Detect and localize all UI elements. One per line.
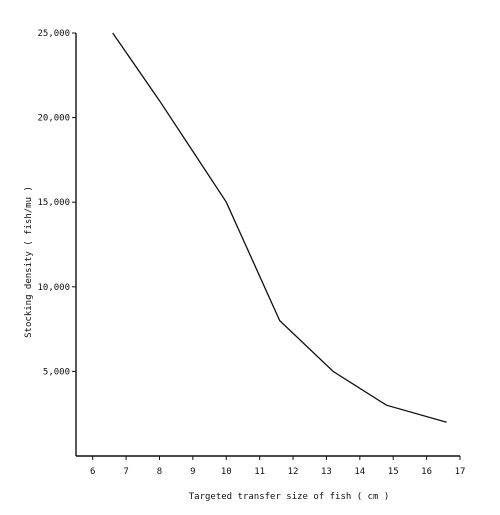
x-ticks: 6 7 8 9 10 11 12 13 14 15 16 17 bbox=[90, 456, 465, 477]
y-tick-label: 20,000 bbox=[37, 114, 70, 124]
x-tick-label: 13 bbox=[321, 467, 332, 477]
y-ticks: 5,000 10,000 15,000 20,000 25,000 bbox=[37, 29, 76, 377]
x-tick-label: 15 bbox=[388, 467, 399, 477]
axes bbox=[75, 33, 460, 457]
x-tick-label: 16 bbox=[421, 467, 432, 477]
x-tick-label: 11 bbox=[254, 467, 265, 477]
y-axis-title: Stocking density ( fish/mu ) bbox=[24, 186, 34, 338]
x-tick-label: 10 bbox=[221, 467, 232, 477]
x-tick-label: 6 bbox=[90, 467, 95, 477]
series-layer bbox=[112, 32, 447, 423]
x-tick-label: 8 bbox=[157, 467, 162, 477]
x-axis-title: Targeted transfer size of fish ( cm ) bbox=[189, 492, 389, 502]
x-tick-label: 9 bbox=[190, 467, 195, 477]
series-line bbox=[112, 32, 447, 423]
x-tick-label: 17 bbox=[455, 467, 466, 477]
x-tick-label: 7 bbox=[123, 467, 128, 477]
y-tick-label: 10,000 bbox=[37, 283, 70, 293]
x-tick-label: 14 bbox=[354, 467, 365, 477]
y-tick-label: 5,000 bbox=[43, 367, 70, 377]
y-tick-label: 15,000 bbox=[37, 198, 70, 208]
y-tick-label: 25,000 bbox=[37, 29, 70, 39]
x-tick-label: 12 bbox=[288, 467, 299, 477]
